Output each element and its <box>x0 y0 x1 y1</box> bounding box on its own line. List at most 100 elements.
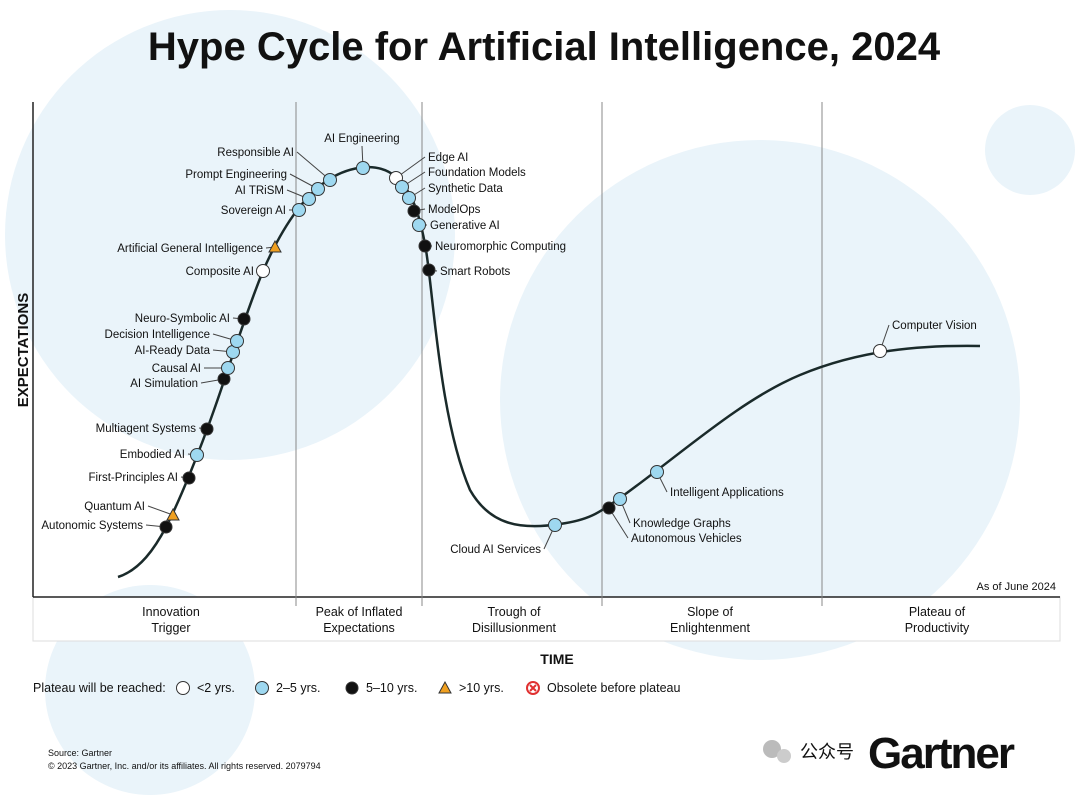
technology-marker-icon <box>395 180 409 194</box>
technology-marker-icon <box>412 218 426 232</box>
phase-band <box>32 596 1061 642</box>
x-mark-icon <box>529 684 537 692</box>
technology-marker-icon <box>268 239 282 253</box>
technology-label: Smart Robots <box>440 266 511 278</box>
source-note: Source: Gartner <box>48 748 112 758</box>
y-axis-label: EXPECTATIONS <box>15 293 32 407</box>
technology-marker-icon <box>237 312 251 326</box>
technology-marker-icon <box>256 264 270 278</box>
technology-marker-icon <box>650 465 664 479</box>
technology-marker-icon <box>356 161 370 175</box>
technology-marker-icon <box>311 182 325 196</box>
phase-labels: Innovation Trigger Peak of Inflated Expecta… <box>142 605 970 635</box>
technology-label: Edge AI <box>428 152 468 164</box>
phase-label: Innovation <box>142 605 200 619</box>
phase-label: Trough of <box>487 605 541 619</box>
technology-marker-icon <box>159 520 173 534</box>
technology-label: Foundation Models <box>428 167 526 179</box>
legend-item-label: Obsolete before plateau <box>547 681 680 695</box>
technology-markers <box>159 161 887 534</box>
technology-label: Sovereign AI <box>221 205 286 217</box>
technology-label: ModelOps <box>428 204 481 216</box>
technology-label: Responsible AI <box>217 147 294 159</box>
watermark-circle <box>5 10 455 460</box>
technology-marker-icon <box>873 344 887 358</box>
technology-label: Autonomic Systems <box>41 520 143 532</box>
technology-label: First-Principles AI <box>89 472 178 484</box>
technology-label: Multiagent Systems <box>96 423 197 435</box>
gartner-logo: Gartner <box>868 729 1015 778</box>
technology-label: Intelligent Applications <box>670 487 784 499</box>
background-watermark <box>5 10 1075 795</box>
technology-marker-icon <box>548 518 562 532</box>
technology-label: Computer Vision <box>892 320 977 332</box>
technology-marker-icon <box>613 492 627 506</box>
phase-label: Plateau of <box>909 605 966 619</box>
wechat-icon <box>777 749 791 763</box>
chart-frame <box>32 102 1061 642</box>
phase-label: Enlightenment <box>670 621 750 635</box>
technology-label: Cloud AI Services <box>450 544 541 556</box>
page-title: Hype Cycle for Artificial Intelligence, … <box>148 25 941 69</box>
technology-label: Causal AI <box>152 363 201 375</box>
technology-label: AI Engineering <box>324 133 399 145</box>
phase-label: Slope of <box>687 605 733 619</box>
watermark-circle <box>985 105 1075 195</box>
technology-marker-icon <box>182 471 196 485</box>
phase-label: Peak of Inflated <box>316 605 403 619</box>
legend-marker-icon <box>345 681 359 695</box>
phase-label: Productivity <box>905 621 970 635</box>
phase-label: Trigger <box>151 621 190 635</box>
as-of-date: As of June 2024 <box>976 581 1056 593</box>
technology-label: Artificial General Intelligence <box>117 243 263 255</box>
leader-line <box>296 151 331 181</box>
technology-marker-icon <box>221 361 235 375</box>
technology-label: AI Simulation <box>130 378 198 390</box>
technology-label: AI TRiSM <box>235 185 284 197</box>
legend-item-label: <2 yrs. <box>197 681 235 695</box>
technology-label: Neuromorphic Computing <box>435 241 566 253</box>
technology-marker-icon <box>302 192 316 206</box>
legend-item-label: 5–10 yrs. <box>366 681 417 695</box>
technology-marker-icon <box>166 507 180 521</box>
phase-label: Disillusionment <box>472 621 557 635</box>
phase-label: Expectations <box>323 621 395 635</box>
technology-marker-icon <box>200 422 214 436</box>
technology-marker-icon <box>292 203 306 217</box>
technology-marker-icon <box>323 173 337 187</box>
technology-marker-icon <box>418 239 432 253</box>
technology-label: AI-Ready Data <box>135 345 211 357</box>
technology-label: Generative AI <box>430 220 500 232</box>
technology-label: Composite AI <box>186 266 254 278</box>
technology-label: Knowledge Graphs <box>633 518 731 530</box>
technology-marker-icon <box>402 191 416 205</box>
technology-marker-icon <box>230 334 244 348</box>
legend-marker-icon <box>176 681 190 695</box>
technology-label: Neuro-Symbolic AI <box>135 313 230 325</box>
technology-label: Embodied AI <box>120 449 185 461</box>
technology-marker-icon <box>190 448 204 462</box>
legend-item-label: 2–5 yrs. <box>276 681 320 695</box>
technology-labels: Autonomic Systems Quantum AI First-Princip… <box>41 133 976 556</box>
wechat-watermark-text: 公众号 <box>800 742 854 762</box>
wechat-watermark: 公众号 <box>763 740 854 763</box>
legend-marker-icon <box>438 680 452 694</box>
legend-marker-icon <box>255 681 269 695</box>
watermark-circle <box>500 140 1020 660</box>
technology-marker-icon <box>407 204 421 218</box>
technology-label: Quantum AI <box>84 501 145 513</box>
technology-marker-icon <box>602 501 616 515</box>
legend-title: Plateau will be reached: <box>33 681 166 695</box>
leader-line <box>147 505 174 516</box>
technology-label: Autonomous Vehicles <box>631 533 742 545</box>
technology-label: Synthetic Data <box>428 183 503 195</box>
technology-label: Decision Intelligence <box>105 329 210 341</box>
wechat-icon <box>763 740 781 758</box>
technology-marker-icon <box>422 263 436 277</box>
legend: Plateau will be reached: <2 yrs. 2–5 yrs. 5… <box>33 680 680 695</box>
technology-label: Prompt Engineering <box>185 169 287 181</box>
legend-item-label: >10 yrs. <box>459 681 504 695</box>
copyright-note: © 2023 Gartner, Inc. and/or its affiliat… <box>48 761 321 771</box>
